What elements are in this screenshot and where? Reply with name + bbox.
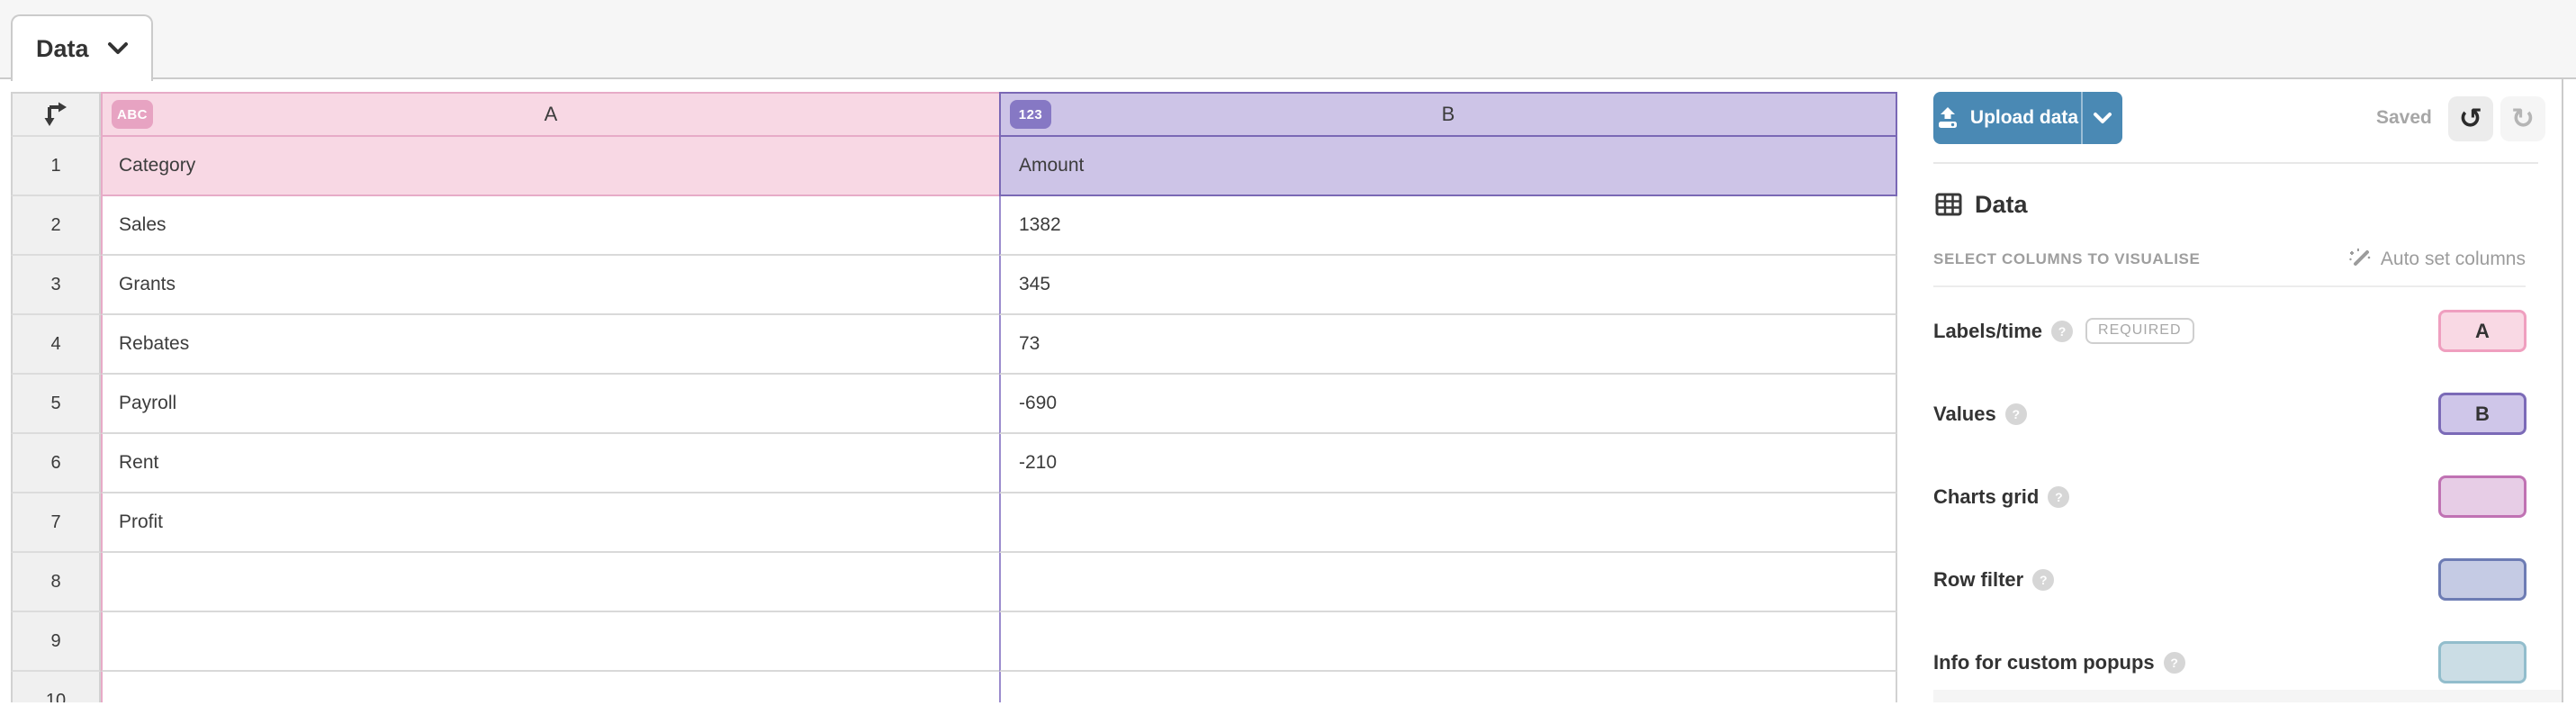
- cell-b[interactable]: [999, 493, 1897, 553]
- undo-button[interactable]: ↺: [2448, 96, 2493, 141]
- chevron-down-icon: [107, 41, 129, 56]
- column-header-row: ABC A 123 B: [11, 92, 1899, 137]
- field-label: Info for custom popups: [1933, 650, 2155, 674]
- redo-icon: ↻: [2511, 103, 2535, 135]
- column-select-box[interactable]: [2438, 475, 2526, 518]
- table-row: 9: [11, 612, 1899, 672]
- cell-b[interactable]: 73: [999, 315, 1897, 375]
- transpose-arrow-icon: [41, 100, 70, 129]
- row-number[interactable]: 4: [11, 315, 101, 375]
- upload-icon: [1936, 106, 1959, 130]
- column-letter: A: [544, 103, 558, 125]
- table-row: 4 Rebates 73: [11, 315, 1899, 375]
- column-header-a[interactable]: ABC A: [101, 92, 999, 137]
- table-row: 8: [11, 553, 1899, 612]
- panel-right-border: [2562, 79, 2563, 702]
- row-number[interactable]: 6: [11, 434, 101, 493]
- help-icon[interactable]: ?: [2032, 568, 2055, 591]
- cell-a[interactable]: Category: [101, 137, 999, 196]
- row-number[interactable]: 7: [11, 493, 101, 553]
- row-number[interactable]: 9: [11, 612, 101, 672]
- table-row: 3 Grants 345: [11, 256, 1899, 315]
- field-label: Values: [1933, 402, 1996, 425]
- help-icon[interactable]: ?: [2048, 485, 2070, 508]
- select-columns-title: SELECT COLUMNS TO VISUALISE: [1933, 250, 2201, 267]
- upload-label: Upload data: [1969, 107, 2079, 128]
- cell-a[interactable]: Payroll: [101, 375, 999, 434]
- column-header-b[interactable]: 123 B: [999, 92, 1897, 137]
- cell-b[interactable]: [999, 612, 1897, 672]
- panel-heading: Data: [1935, 186, 2028, 223]
- row-number[interactable]: 5: [11, 375, 101, 434]
- cell-a[interactable]: Grants: [101, 256, 999, 315]
- cell-b[interactable]: [999, 672, 1897, 702]
- field-label: Charts grid: [1933, 484, 2040, 508]
- next-section-edge: [1933, 690, 2562, 702]
- auto-set-columns-label: Auto set columns: [2380, 249, 2526, 269]
- table-row: 7 Profit: [11, 493, 1899, 553]
- row-number[interactable]: 2: [11, 196, 101, 256]
- cell-b[interactable]: -690: [999, 375, 1897, 434]
- auto-set-columns-button[interactable]: Auto set columns: [2348, 248, 2526, 271]
- upload-data-main[interactable]: Upload data: [1933, 92, 2083, 144]
- field-label: Labels/time: [1933, 319, 2043, 342]
- upload-data-button[interactable]: Upload data: [1933, 92, 2122, 144]
- field-label: Row filter: [1933, 567, 2024, 591]
- table-row: 5 Payroll -690: [11, 375, 1899, 434]
- tab-label: Data: [36, 34, 89, 62]
- column-letter: B: [1441, 103, 1455, 125]
- cell-b[interactable]: 1382: [999, 196, 1897, 256]
- column-binding-row: Labels/time ? REQUIRED A: [1933, 310, 2526, 352]
- cell-a[interactable]: Rebates: [101, 315, 999, 375]
- row-number[interactable]: 8: [11, 553, 101, 612]
- tab-data[interactable]: Data: [11, 14, 153, 81]
- cell-a[interactable]: Profit: [101, 493, 999, 553]
- divider: [1933, 285, 2526, 287]
- table-row: 6 Rent -210: [11, 434, 1899, 493]
- required-badge: REQUIRED: [2085, 318, 2194, 344]
- cell-a[interactable]: [101, 672, 999, 702]
- column-select-box[interactable]: [2438, 641, 2526, 683]
- magic-wand-icon: [2348, 248, 2372, 271]
- row-number[interactable]: 1: [11, 137, 101, 196]
- saved-status: Saved: [2376, 107, 2432, 128]
- column-select-box[interactable]: B: [2438, 393, 2526, 435]
- column-binding-row: Values ? B: [1933, 393, 2526, 435]
- cell-b[interactable]: [999, 553, 1897, 612]
- cell-a[interactable]: Sales: [101, 196, 999, 256]
- table-grid-icon: [1935, 193, 1962, 216]
- column-select-box[interactable]: A: [2438, 310, 2526, 352]
- top-bar: [0, 0, 2576, 79]
- divider: [1933, 162, 2538, 164]
- table-row: 1 Category Amount: [11, 137, 1899, 196]
- help-icon[interactable]: ?: [2051, 320, 2074, 342]
- cell-b[interactable]: -210: [999, 434, 1897, 493]
- column-binding-row: Info for custom popups ?: [1933, 641, 2526, 683]
- help-icon[interactable]: ?: [2004, 403, 2027, 425]
- column-type-badge-text[interactable]: ABC: [112, 100, 153, 129]
- undo-icon: ↺: [2459, 103, 2482, 135]
- table-row: 2 Sales 1382: [11, 196, 1899, 256]
- column-select-box[interactable]: [2438, 558, 2526, 601]
- cell-a[interactable]: [101, 553, 999, 612]
- row-number[interactable]: 3: [11, 256, 101, 315]
- redo-button[interactable]: ↻: [2500, 96, 2545, 141]
- column-bindings: Labels/time ? REQUIRED A Values ? B Char…: [1933, 310, 2526, 724]
- cell-b[interactable]: 345: [999, 256, 1897, 315]
- column-binding-row: Charts grid ?: [1933, 475, 2526, 518]
- corner-cell[interactable]: [11, 92, 101, 137]
- column-binding-row: Row filter ?: [1933, 558, 2526, 601]
- settings-panel: Upload data Saved ↺ ↻ Data SELECT COLUMN…: [1933, 92, 2563, 702]
- help-icon[interactable]: ?: [2163, 651, 2185, 674]
- spreadsheet: ABC A 123 B 1 Category Amount 2 Sales 13…: [11, 92, 1899, 702]
- cell-a[interactable]: [101, 612, 999, 672]
- cell-b[interactable]: Amount: [999, 137, 1897, 196]
- column-type-badge-number[interactable]: 123: [1010, 100, 1051, 129]
- cell-a[interactable]: Rent: [101, 434, 999, 493]
- panel-heading-label: Data: [1975, 190, 2028, 218]
- table-row: 10: [11, 672, 1899, 702]
- upload-options-caret[interactable]: [2083, 92, 2122, 144]
- row-number[interactable]: 10: [11, 672, 101, 702]
